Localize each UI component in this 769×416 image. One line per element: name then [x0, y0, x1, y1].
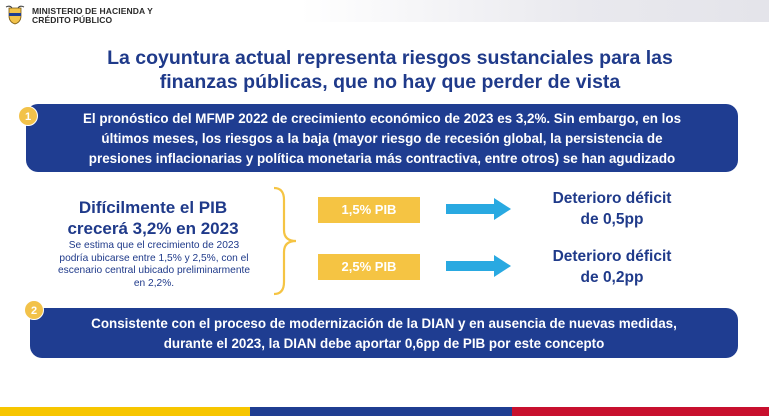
flag-blue-stripe	[250, 407, 512, 416]
point-1-box: El pronóstico del MFMP 2022 de crecimien…	[26, 104, 738, 172]
scenario-1-pib-label: 1,5% PIB	[318, 197, 420, 223]
point-1-line-2: últimos meses, los riesgos a la baja (ma…	[101, 131, 663, 146]
growth-headline-line-1: Difícilmente el PIB	[78, 198, 228, 217]
title-line-1: La coyuntura actual representa riesgos s…	[107, 47, 673, 69]
flag-red-stripe	[512, 407, 769, 416]
organization-name: MINISTERIO DE HACIENDA Y CRÉDITO PÚBLICO	[32, 7, 153, 25]
scenario-2-result: Deterioro déficit de 0,2pp	[520, 246, 704, 288]
point-1-badge: 1	[18, 106, 38, 126]
scenario-2-result-line-2: de 0,2pp	[580, 269, 644, 286]
coat-of-arms-icon	[5, 5, 25, 25]
org-line-2: CRÉDITO PÚBLICO	[32, 15, 113, 25]
right-arrow-icon	[446, 198, 511, 220]
growth-note-line-3: escenario central ubicado preliminarment…	[58, 265, 250, 276]
flag-yellow-stripe	[0, 407, 250, 416]
growth-headline: Difícilmente el PIB crecerá 3,2% en 2023	[52, 197, 254, 239]
scenario-2-result-line-1: Deterioro déficit	[552, 248, 672, 265]
scenario-2-pib-label: 2,5% PIB	[318, 254, 420, 280]
title-line-2: finanzas públicas, que no hay que perder…	[159, 71, 621, 93]
slide-header: MINISTERIO DE HACIENDA Y CRÉDITO PÚBLICO	[0, 0, 769, 30]
slide-title: La coyuntura actual representa riesgos s…	[40, 46, 740, 94]
point-2-box: Consistente con el proceso de modernizac…	[30, 308, 738, 358]
right-brace-icon	[273, 186, 297, 296]
point-1-line-1: El pronóstico del MFMP 2022 de crecimien…	[82, 111, 682, 126]
org-line-1: MINISTERIO DE HACIENDA Y	[32, 6, 153, 16]
point-1-line-3: presiones inflacionarias y política mone…	[88, 151, 676, 166]
scenario-1-result-line-2: de 0,5pp	[580, 211, 644, 228]
point-2-line-2: durante el 2023, la DIAN debe aportar 0,…	[163, 336, 605, 351]
flag-footer-bar	[0, 407, 769, 416]
growth-note: Se estima que el crecimiento de 2023 pod…	[38, 240, 270, 290]
header-shade	[300, 0, 769, 22]
growth-headline-line-2: crecerá 3,2% en 2023	[67, 219, 239, 238]
scenario-1-result-line-1: Deterioro déficit	[552, 190, 672, 207]
growth-note-line-2: podría ubicarse entre 1,5% y 2,5%, con e…	[59, 252, 249, 264]
point-2-badge: 2	[24, 300, 44, 320]
growth-note-line-4: en 2,2%.	[133, 277, 175, 289]
scenario-1-result: Deterioro déficit de 0,5pp	[520, 188, 704, 230]
point-2-line-1: Consistente con el proceso de modernizac…	[91, 316, 677, 331]
right-arrow-icon	[446, 255, 511, 277]
growth-note-line-1: Se estima que el crecimiento de 2023	[68, 240, 240, 251]
